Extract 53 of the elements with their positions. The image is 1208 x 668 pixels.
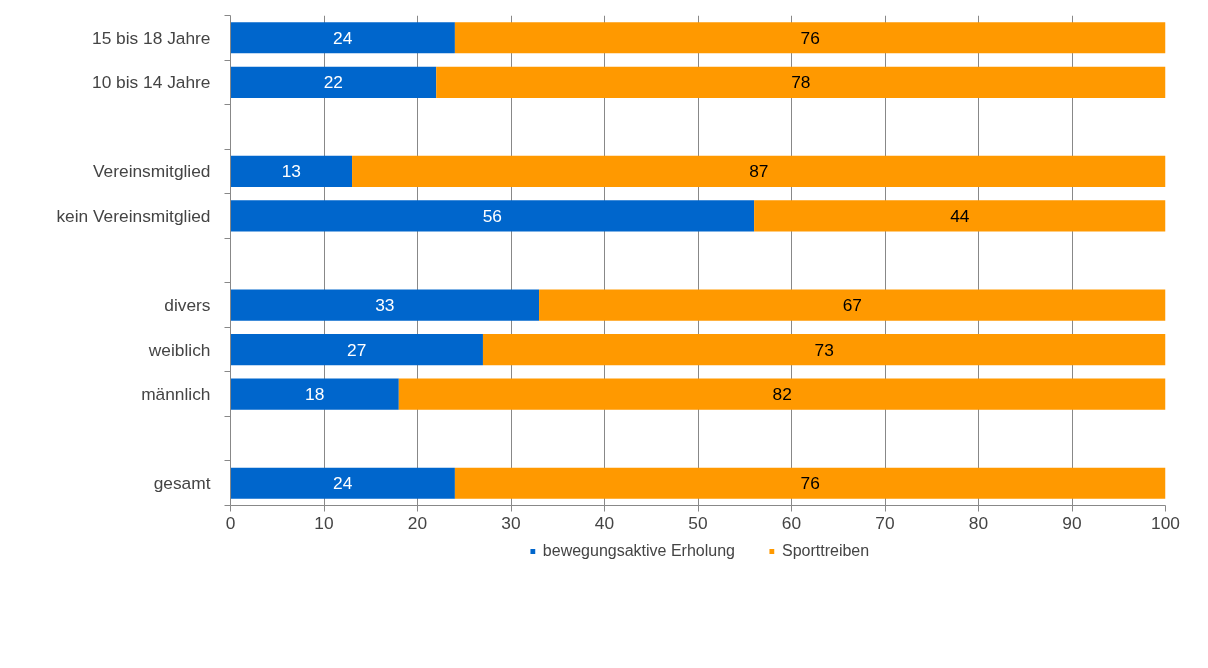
bar [230, 66, 437, 98]
y-tick-label: weiblich [147, 339, 211, 360]
data-label: 56 [482, 205, 502, 226]
x-tick-label: 60 [781, 512, 802, 533]
x-tick-label: 80 [968, 512, 989, 533]
x-tick-label: 100 [1151, 512, 1180, 533]
y-tick-label: divers [164, 295, 211, 316]
data-label: 18 [305, 384, 325, 405]
x-tick-label: 0 [225, 512, 236, 533]
bar [754, 200, 1166, 232]
bar [539, 289, 1166, 321]
y-tick-label: 10 bis 14 Jahre [92, 72, 211, 93]
data-label: 27 [347, 339, 367, 360]
data-label: 67 [842, 295, 862, 316]
bar [230, 467, 455, 499]
bar [230, 289, 540, 321]
y-tick-label: Vereinsmitglied [92, 161, 211, 182]
bar [482, 334, 1166, 366]
bar [230, 22, 455, 54]
data-label: 73 [814, 339, 834, 360]
data-label: 82 [772, 384, 792, 405]
x-tick-label: 30 [501, 512, 521, 533]
data-label: 87 [749, 161, 769, 182]
data-label: 24 [333, 27, 353, 48]
y-tick-label: 15 bis 18 Jahre [92, 27, 211, 48]
data-label: 44 [950, 205, 970, 226]
bar [454, 467, 1166, 499]
bar [230, 155, 353, 187]
bar [230, 334, 483, 366]
data-label: 76 [800, 473, 820, 494]
bar [352, 155, 1166, 187]
bar [230, 200, 755, 232]
legend-label: bewegungsaktive Erholung [542, 542, 735, 560]
y-tick-label: männlich [141, 384, 211, 405]
x-tick-label: 10 [314, 512, 334, 533]
data-label: 13 [281, 161, 301, 182]
bar [398, 378, 1166, 410]
data-label: 22 [323, 72, 343, 93]
x-tick-label: 20 [407, 512, 428, 533]
legend-label: Sporttreiben [781, 542, 870, 560]
y-tick-label: gesamt [153, 473, 211, 494]
bar [436, 66, 1166, 98]
x-tick-label: 70 [875, 512, 895, 533]
bar [230, 378, 399, 410]
y-tick-label: kein Vereinsmitglied [56, 205, 211, 226]
x-tick-label: 90 [1062, 512, 1082, 533]
x-tick-label: 40 [594, 512, 615, 533]
data-label: 76 [800, 27, 820, 48]
bar [454, 22, 1166, 54]
data-label: 78 [791, 72, 811, 93]
data-label: 24 [333, 473, 353, 494]
x-tick-label: 50 [688, 512, 708, 533]
data-label: 33 [375, 295, 395, 316]
